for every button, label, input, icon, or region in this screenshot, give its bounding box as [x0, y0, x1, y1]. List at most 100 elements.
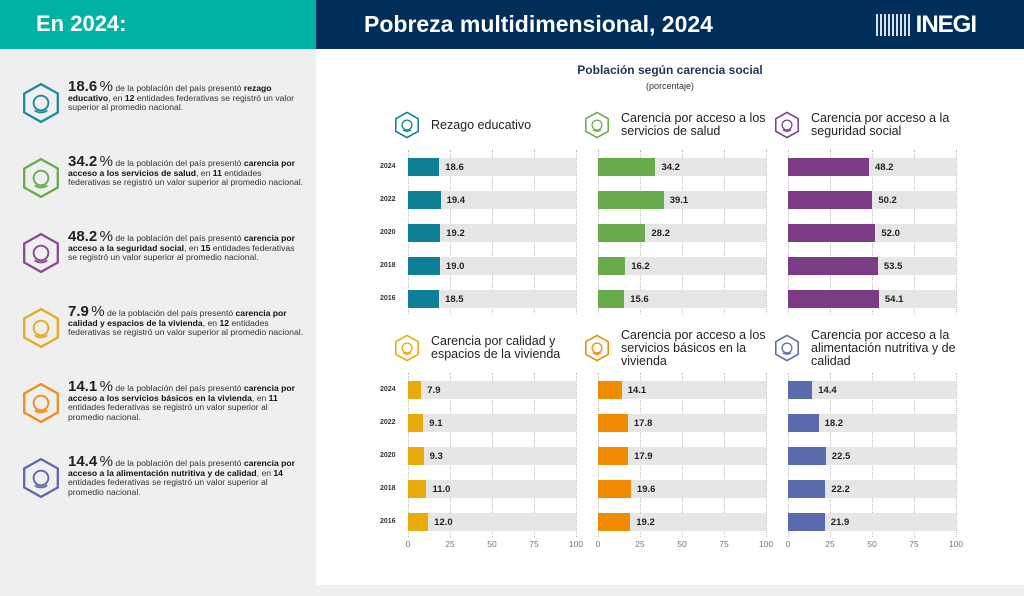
summary-item: 48.2 % de la población del país presentó…: [20, 229, 305, 307]
bar: [598, 480, 631, 498]
summary-states: 14: [273, 467, 283, 478]
summary-text-c: entidades federativas se registró un val…: [68, 167, 304, 188]
summary-unit: %: [99, 228, 113, 245]
bar-track: 16.2: [598, 257, 766, 275]
summary-text-b: , en: [196, 167, 213, 178]
left-header-title: En 2024:: [36, 11, 127, 36]
summary-item: 7.9 % de la población del país presentó …: [20, 304, 305, 382]
y-tick-label: 2020: [380, 452, 396, 459]
bar: [408, 381, 422, 399]
bar: [408, 158, 440, 176]
y-tick-label: 2016: [380, 518, 396, 525]
x-tick-label: 25: [445, 539, 455, 549]
data-label: 9.3: [429, 451, 443, 462]
data-label: 14.1: [627, 385, 647, 396]
bar-track: 50.2: [788, 191, 956, 209]
plot-area: 2024 7.9 2022 9.1 2020 9.3 2018 11.0 2016 12.0: [380, 373, 577, 537]
bar: [408, 224, 441, 242]
people-in-hands-icon: [775, 111, 799, 139]
bar-track: 2020 19.2: [380, 224, 576, 242]
data-label: 22.2: [831, 484, 850, 495]
data-label: 15.6: [630, 294, 649, 305]
chart-subtitle: (porcentaje): [645, 81, 695, 91]
data-label: 17.8: [633, 418, 653, 429]
people-in-hands-icon: [23, 232, 59, 274]
data-label: 18.6: [445, 162, 464, 173]
bar: [788, 480, 826, 498]
summary-text-c: entidades federativas se registró un val…: [68, 477, 268, 497]
bar-track: 17.9: [598, 447, 766, 465]
bar-track: 14.1: [598, 381, 766, 399]
x-axis: 0 25 50 75 100: [786, 539, 963, 555]
x-tick-label: 100: [758, 539, 774, 549]
bar-track: 17.8: [598, 414, 766, 432]
x-tick-label: 50: [677, 539, 687, 549]
summary-states: 11: [212, 167, 222, 178]
summary-text-b: , en: [256, 467, 274, 478]
data-label: 19.2: [636, 517, 655, 528]
summary-item: 14.4 % de la población del país presentó…: [20, 454, 305, 532]
x-tick-label: 50: [867, 539, 877, 549]
bar: [598, 224, 646, 242]
bar: [408, 191, 441, 209]
data-label: 11.0: [432, 484, 451, 495]
summary-text-b: , en: [202, 317, 220, 328]
panel-title-text: Carencia por acceso a la seguridad socia…: [811, 111, 950, 138]
bar: [788, 191, 873, 209]
data-label: 21.9: [830, 517, 850, 528]
y-tick-label: 2024: [380, 386, 396, 393]
x-tick-label: 100: [568, 539, 584, 549]
summary-text-c: entidades federativas se registró un val…: [68, 402, 268, 422]
bar: [598, 158, 656, 176]
panel-row: Carencia por calidad y espacios de la vi…: [316, 323, 1024, 555]
left-header: En 2024:: [0, 0, 316, 49]
panel-title-text: Carencia por acceso a la alimentación nu…: [811, 327, 956, 368]
summary-panel: 18.6 % de la población del país presentó…: [0, 49, 316, 585]
summary-unit: %: [99, 78, 113, 95]
bar-track: 21.9: [788, 513, 956, 531]
summary-item: 34.2 % de la población del país presentó…: [20, 154, 305, 232]
data-label: 48.2: [874, 162, 894, 173]
plate-fork-icon: [775, 334, 799, 362]
summary-unit: %: [99, 378, 113, 395]
bar-track: 2024 18.6: [380, 158, 576, 176]
x-tick-label: 0: [405, 539, 411, 549]
bar: [598, 447, 629, 465]
summary-bold: carencia por acceso a la seguridad socia…: [68, 233, 295, 253]
summary-text: 14.4 % de la población del país presentó…: [68, 454, 305, 497]
bar: [788, 158, 869, 176]
summary-states: 12: [124, 92, 135, 103]
summary-pct: 7.9: [68, 303, 89, 320]
summary-text: 18.6 % de la población del país presentó…: [68, 79, 305, 113]
summary-text-b: , en: [251, 392, 269, 403]
bar: [788, 414, 819, 432]
x-tick-label: 25: [635, 539, 645, 549]
summary-pct: 34.2: [68, 153, 98, 170]
bar-track: 22.5: [788, 447, 956, 465]
faucet-icon: [23, 382, 59, 424]
bar-track: 2018 19.0: [380, 257, 576, 275]
panel-title: Carencia por acceso a la seguridad socia…: [773, 100, 963, 150]
x-tick-label: 75: [719, 539, 729, 549]
bar-track: 2022 9.1: [380, 414, 576, 432]
data-label: 12.0: [434, 517, 453, 528]
x-tick-label: 75: [909, 539, 919, 549]
summary-text-a: de la población del país presentó: [112, 233, 244, 243]
footer-strip: [0, 585, 1024, 596]
data-label: 39.1: [669, 195, 689, 206]
bar-track: 34.2: [598, 158, 766, 176]
house-in-hands-icon: [23, 307, 59, 349]
chart-panel: Carencia por acceso a la seguridad socia…: [766, 100, 957, 314]
data-label: 19.2: [446, 228, 465, 239]
y-tick-label: 2024: [380, 163, 396, 170]
panel-title-text: Rezago educativo: [431, 117, 532, 132]
gridline: [766, 373, 767, 537]
summary-text-a: de la población del país presentó: [112, 458, 244, 468]
x-axis: 0 25 50 75 100: [406, 539, 583, 555]
bar: [598, 290, 625, 308]
gridline: [766, 150, 767, 314]
panel-title: Carencia por acceso a los servicios bási…: [583, 323, 773, 373]
bar-track: 18.2: [788, 414, 956, 432]
bar: [788, 447, 826, 465]
panel-title: Carencia por acceso a los servicios de s…: [583, 100, 773, 150]
